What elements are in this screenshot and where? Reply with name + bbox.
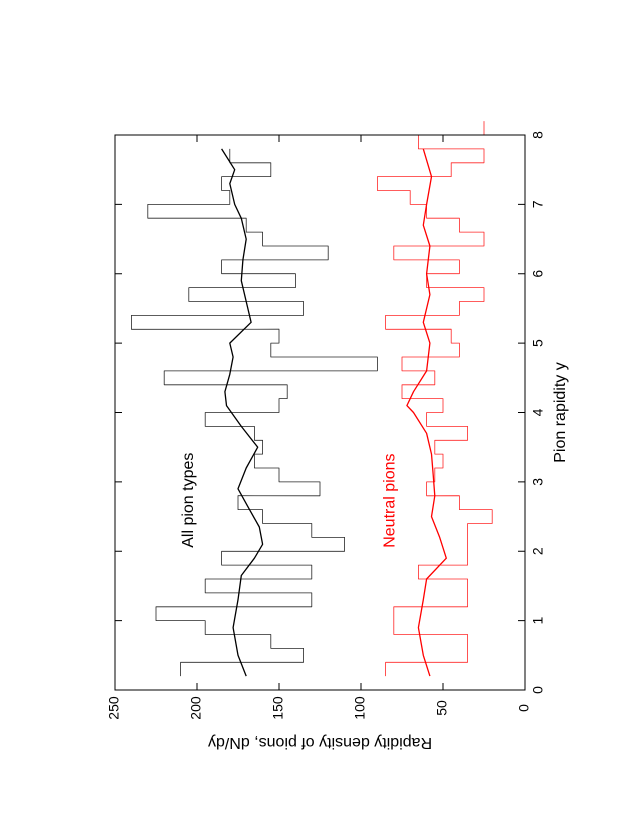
x-tick-label: 4 [530,408,546,416]
x-tick-label: 1 [530,617,546,625]
y-tick-label: 250 [106,696,122,720]
x-tick-label: 3 [530,478,546,486]
x-tick-label: 5 [530,339,546,347]
y-axis: 0 50 100 150 200 250 [106,135,532,720]
x-axis: 0 1 2 3 4 5 6 7 8 [115,131,546,694]
y-tick-label: 0 [516,704,532,712]
series-3-smooth [406,148,447,677]
y-axis-title: Rapidity density of pions, dN/dy [208,734,432,751]
x-tick-label: 2 [530,547,546,555]
plot-area [131,121,493,677]
y-tick-label: 100 [352,696,368,720]
y-tick-label: 200 [188,696,204,720]
series-2-histogram [377,121,493,677]
series-1-smooth [221,148,264,677]
series-0-histogram [131,148,378,677]
x-tick-label: 6 [530,270,546,278]
x-tick-label: 0 [530,686,546,694]
annotation-neutral-pions: Neutral pions [382,454,399,548]
y-tick-label: 50 [434,700,450,716]
x-axis-title: Pion rapidity y [552,362,569,463]
annotation-all-pion-types: All pion types [180,453,197,548]
x-tick-label: 7 [530,200,546,208]
x-tick-label: 8 [530,131,546,139]
y-tick-label: 150 [270,696,286,720]
